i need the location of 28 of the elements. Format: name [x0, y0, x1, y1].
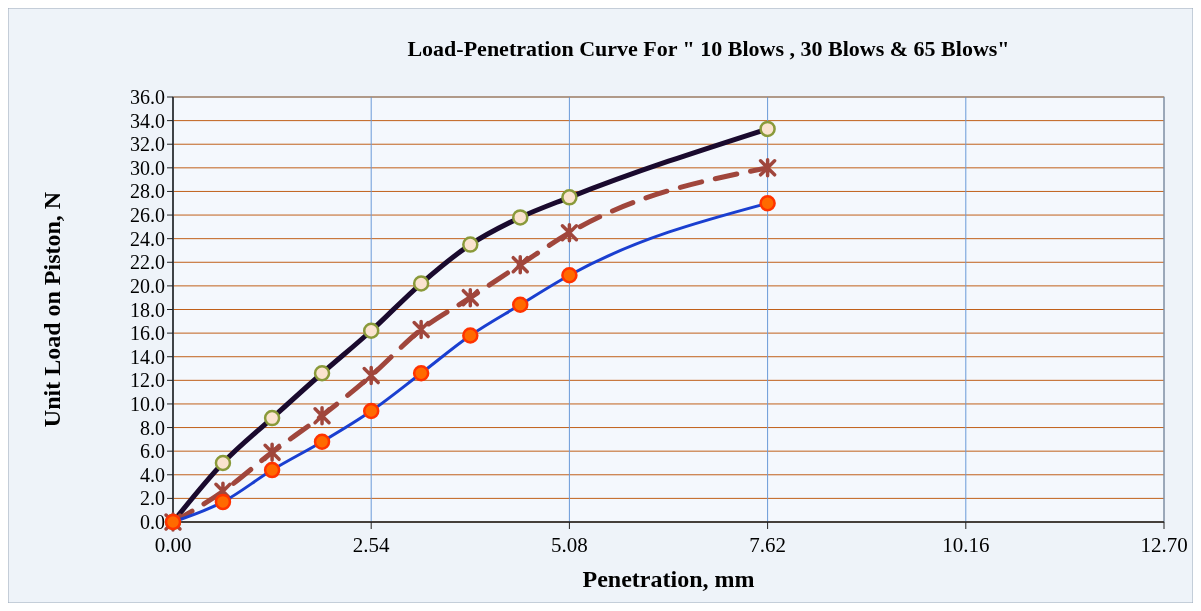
y-axis-title: Unit Load on Piston, N	[39, 191, 65, 428]
y-tick-label: 4.0	[140, 463, 165, 486]
y-tick-label: 30.0	[130, 156, 165, 179]
y-tick-label: 24.0	[130, 227, 165, 250]
y-tick-label: 6.0	[140, 440, 165, 463]
x-axis-title: Penetration, mm	[582, 566, 755, 592]
y-tick-label: 0.0	[140, 511, 165, 533]
y-tick-label: 18.0	[130, 298, 165, 321]
y-tick-label: 20.0	[130, 274, 165, 297]
x-tick-label: 7.62	[749, 533, 786, 557]
y-tick-label: 32.0	[130, 133, 165, 156]
y-tick-label: 16.0	[130, 322, 165, 345]
y-tick-label: 36.0	[130, 86, 165, 108]
y-tick-label: 12.0	[130, 369, 165, 392]
y-tick-label: 8.0	[140, 416, 165, 439]
x-tick-label: 2.54	[352, 533, 391, 557]
x-tick-label: 5.08	[551, 533, 588, 557]
y-tick-label: 34.0	[130, 109, 165, 132]
y-tick-label: 26.0	[130, 204, 165, 227]
x-tick-label: 10.16	[942, 533, 990, 557]
y-tick-label: 14.0	[130, 345, 165, 368]
chart-title: Load-Penetration Curve For " 10 Blows , 30 Blows & 65 Blows"	[407, 36, 1010, 61]
y-tick-label: 22.0	[130, 251, 165, 274]
y-tick-label: 2.0	[140, 487, 165, 510]
x-tick-label: 12.70	[1140, 533, 1188, 557]
y-tick-label: 28.0	[130, 180, 165, 203]
y-tick-label: 10.0	[130, 392, 165, 415]
x-tick-label: 0.00	[154, 533, 192, 557]
